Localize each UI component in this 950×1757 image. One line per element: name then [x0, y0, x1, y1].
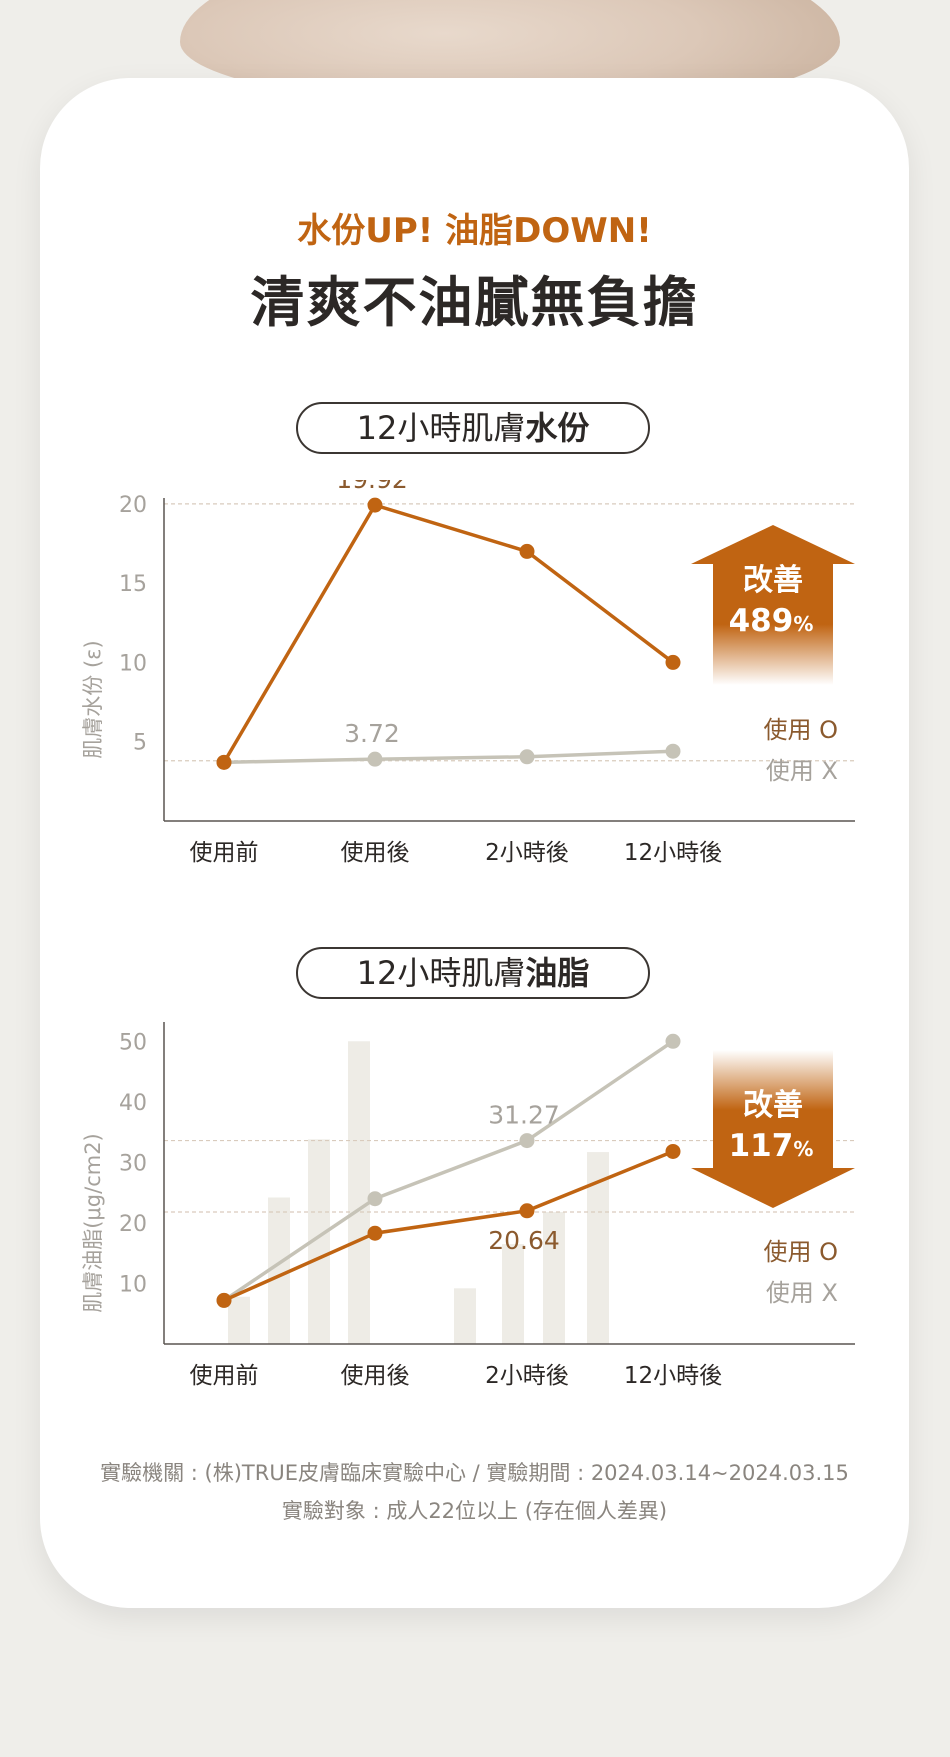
data-point [519, 1203, 535, 1219]
badge-value: 117% [729, 1128, 814, 1164]
series-line [222, 503, 675, 764]
oil-chart: 10 20 30 40 50 肌膚油脂(μg/cm2) 使用前 使用後 2小時後 12小時後 31.… [81, 1022, 855, 1389]
badge-label: 改善 [743, 563, 803, 598]
data-point [367, 1225, 383, 1241]
data-label: 20.64 [488, 1226, 560, 1255]
x-tick-label: 2小時後 [485, 1363, 569, 1389]
data-point [519, 1133, 535, 1149]
moisture-chart: 5 10 15 20 肌膚水份 (ε) 使用前 使用後 2小時後 12小時後 19.92 3.72 改… [81, 480, 855, 866]
series-line [223, 749, 674, 765]
data-point [665, 743, 681, 759]
y-axis-title: 肌膚油脂(μg/cm2) [81, 1133, 105, 1313]
improvement-arrow [691, 1050, 855, 1208]
bg-bar [268, 1197, 290, 1344]
badge-value: 489% [729, 603, 814, 639]
data-point [665, 1033, 681, 1049]
chart-title-oil: 12小時肌膚油脂 [296, 947, 650, 999]
chart-title-moisture: 12小時肌膚水份 [296, 402, 650, 454]
page-title: 清爽不油膩無負擔 [250, 271, 699, 334]
bg-bar [454, 1288, 476, 1344]
data-label: 19.92 [336, 480, 408, 494]
y-tick-label: 5 [133, 731, 147, 756]
footer-subjects: 實驗對象 : 成人22位以上 (存在個人差異) [281, 1499, 668, 1523]
improvement-arrow [691, 525, 855, 685]
subtitle: 水份UP! 油脂DOWN! [297, 211, 652, 251]
data-point [216, 754, 232, 770]
data-label: 31.27 [488, 1101, 560, 1130]
legend-item: 使用 X [766, 1279, 838, 1307]
series-line [223, 1149, 674, 1303]
x-tick-label: 使用前 [190, 1363, 259, 1389]
data-point [367, 751, 383, 767]
x-tick-label: 使用後 [341, 840, 410, 866]
data-point [519, 749, 535, 765]
data-point [665, 654, 681, 670]
bg-bar [587, 1152, 609, 1344]
bg-bar [308, 1139, 330, 1344]
data-point [216, 1292, 232, 1308]
bg-bar [502, 1244, 524, 1344]
x-tick-label: 使用後 [341, 1363, 410, 1389]
y-axis-title: 肌膚水份 (ε) [81, 640, 105, 758]
bg-bar [348, 1041, 370, 1344]
y-tick-label: 10 [119, 651, 147, 676]
badge-label: 改善 [743, 1088, 803, 1123]
legend-item: 使用 O [763, 1238, 838, 1266]
footer-institute: 實驗機關 : (株)TRUE皮膚臨床實驗中心 / 實驗期間 : 2024.03.… [100, 1461, 849, 1485]
data-point [367, 497, 383, 513]
y-tick-label: 20 [119, 1212, 147, 1237]
x-tick-label: 使用前 [190, 840, 259, 866]
data-label: 3.72 [344, 719, 400, 748]
y-tick-label: 10 [119, 1272, 147, 1297]
content-card [40, 78, 909, 1608]
bg-bar [543, 1212, 565, 1344]
data-point [367, 1191, 383, 1207]
y-tick-label: 40 [119, 1091, 147, 1116]
y-tick-label: 50 [119, 1030, 147, 1055]
y-tick-label: 15 [119, 572, 147, 597]
x-tick-label: 2小時後 [485, 840, 569, 866]
legend-item: 使用 O [763, 716, 838, 744]
data-point [519, 543, 535, 559]
legend-item: 使用 X [766, 757, 838, 785]
y-tick-label: 30 [119, 1151, 147, 1176]
bg-bar [228, 1296, 250, 1344]
y-tick-label: 20 [119, 493, 147, 518]
x-tick-label: 12小時後 [624, 840, 722, 866]
data-point [665, 1143, 681, 1159]
series-line [223, 1039, 674, 1302]
x-tick-label: 12小時後 [624, 1363, 722, 1389]
